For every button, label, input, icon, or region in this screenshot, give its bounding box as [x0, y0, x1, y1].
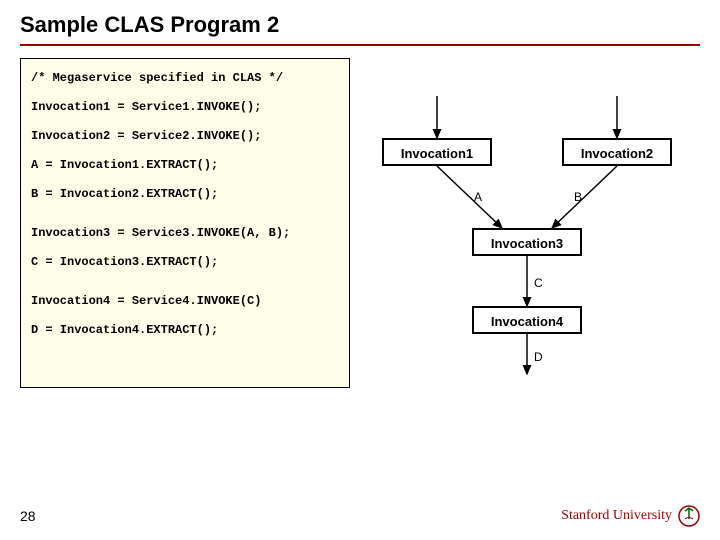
edge-label-c: C: [534, 276, 543, 290]
code-line: A = Invocation1.EXTRACT();: [31, 156, 339, 175]
node-inv4: Invocation4: [472, 306, 582, 334]
code-line: Invocation2 = Service2.INVOKE();: [31, 127, 339, 146]
org-brand: Stanford University: [561, 505, 700, 527]
edge-a: [437, 166, 502, 228]
flow-diagram: Invocation1 Invocation2 Invocation3 Invocat…: [362, 58, 692, 388]
code-line: Invocation4 = Service4.INVOKE(C): [31, 292, 339, 311]
code-line: Invocation1 = Service1.INVOKE();: [31, 98, 339, 117]
edge-label-d: D: [534, 350, 543, 364]
code-line: /* Megaservice specified in CLAS */: [31, 69, 339, 88]
node-inv3: Invocation3: [472, 228, 582, 256]
code-block: /* Megaservice specified in CLAS */ Invoc…: [20, 58, 350, 388]
code-line: D = Invocation4.EXTRACT();: [31, 321, 339, 340]
node-inv2: Invocation2: [562, 138, 672, 166]
edge-label-b: B: [574, 190, 582, 204]
code-line: C = Invocation3.EXTRACT();: [31, 253, 339, 272]
page-number: 28: [20, 508, 36, 524]
slide-title: Sample CLAS Program 2: [20, 12, 700, 38]
org-name: Stanford University: [561, 508, 672, 524]
footer: 28 Stanford University: [0, 502, 720, 530]
code-line: Invocation3 = Service3.INVOKE(A, B);: [31, 224, 339, 243]
edge-b: [552, 166, 617, 228]
node-inv1: Invocation1: [382, 138, 492, 166]
edge-label-a: A: [474, 190, 482, 204]
code-line: B = Invocation2.EXTRACT();: [31, 185, 339, 204]
stanford-seal-icon: [678, 505, 700, 527]
